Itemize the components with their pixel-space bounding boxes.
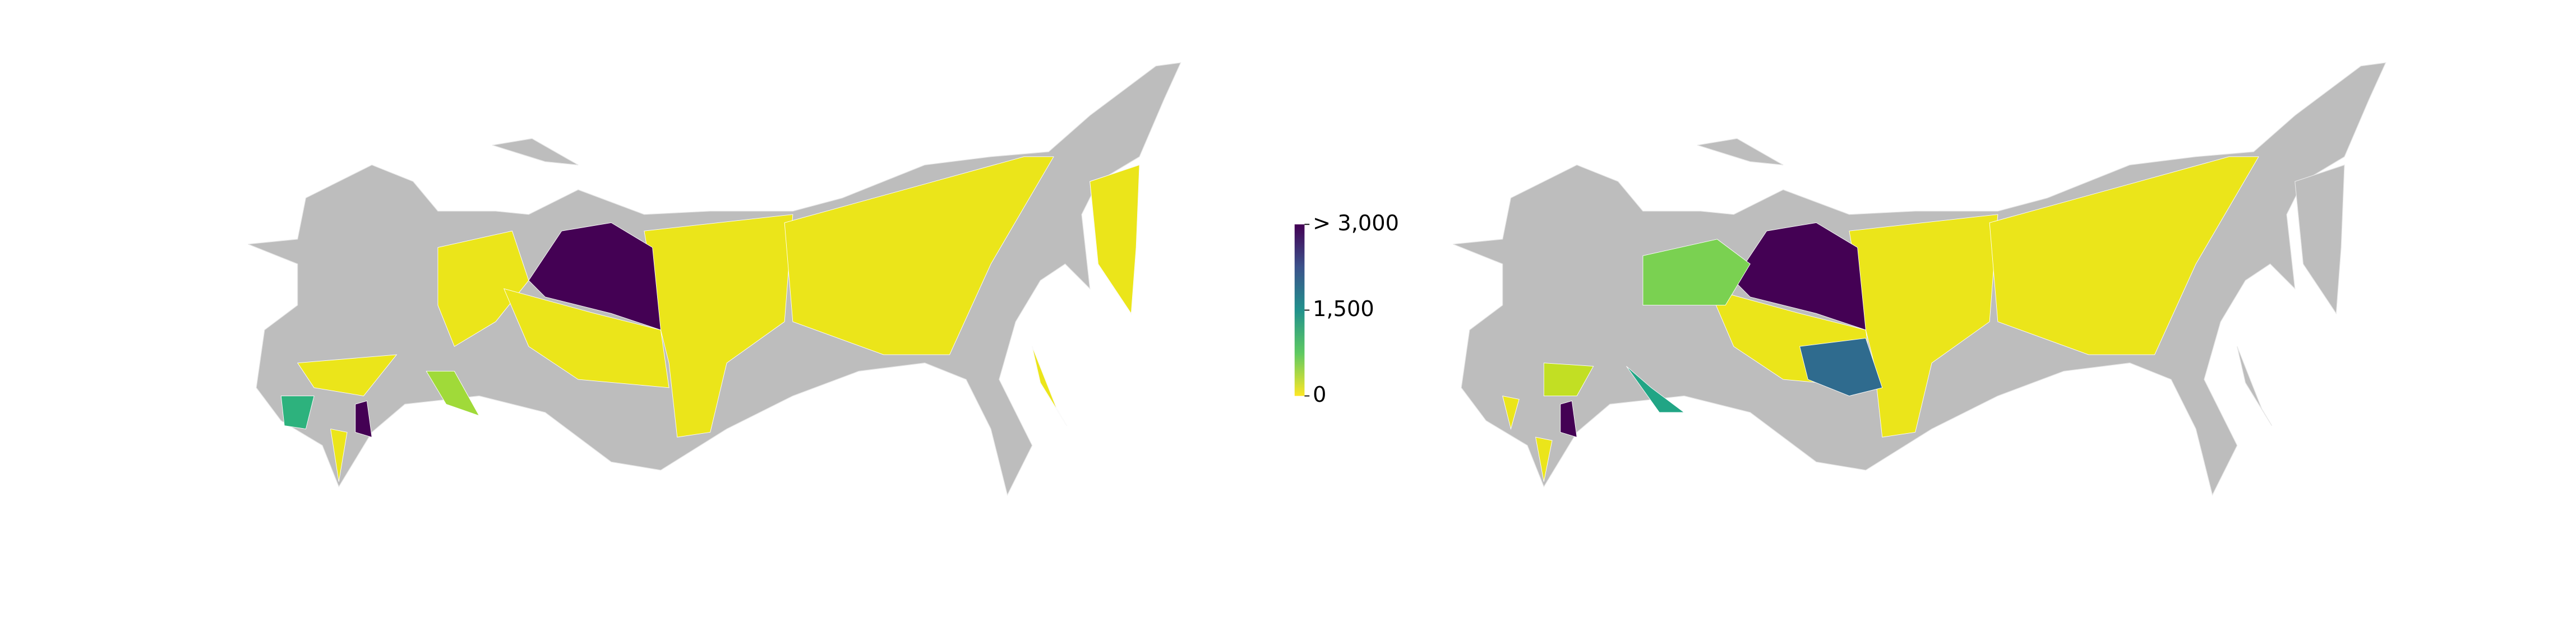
colorbar: > 3,000 1,500 0 — [1294, 211, 1399, 407]
map-left — [247, 62, 1181, 495]
colorbar-gradient — [1294, 224, 1305, 396]
colorbar-tick-label: > 3,000 — [1313, 211, 1399, 236]
colorbar-tick-label: 0 — [1313, 382, 1326, 407]
map-right — [1452, 62, 2386, 495]
colorbar-tick-label: 1,500 — [1313, 296, 1374, 322]
